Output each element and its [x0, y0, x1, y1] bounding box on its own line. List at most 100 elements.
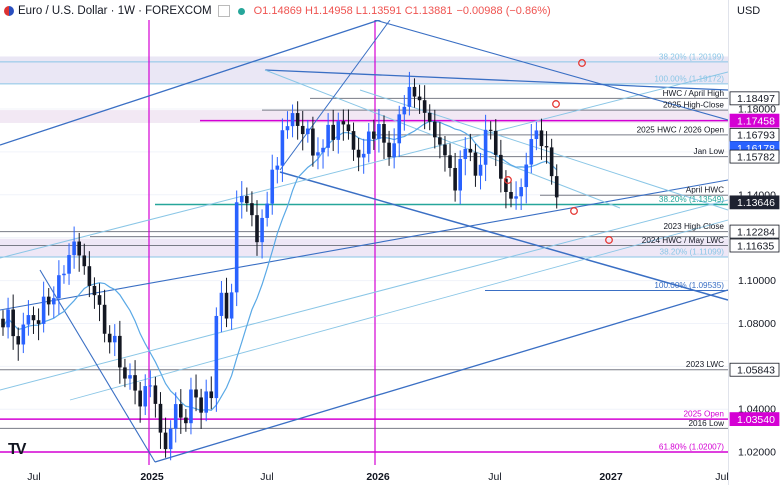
candle-body: [534, 130, 539, 140]
candle-body: [473, 152, 478, 176]
change-value: −0.00988 (−0.86%): [456, 5, 551, 17]
candle-body: [316, 152, 320, 156]
candle-body: [239, 196, 244, 203]
candle-body: [153, 385, 158, 404]
candle-body: [163, 432, 168, 450]
level-label: 2025 High-Close: [663, 101, 724, 110]
candle-body: [290, 113, 295, 127]
level-label: 2023 LWC: [686, 360, 724, 369]
candle-body: [72, 241, 76, 256]
level-label: 2016 Low: [688, 419, 724, 428]
candle-body: [21, 324, 26, 345]
candle-body: [438, 137, 442, 145]
candle-body: [524, 164, 529, 188]
candle-body: [387, 142, 391, 158]
support-zone-band: [0, 238, 728, 258]
price-badge-label: 1.18497: [737, 93, 775, 105]
candle-body: [341, 121, 346, 125]
high-value: H1.14958: [305, 5, 353, 17]
candle-body: [138, 390, 142, 407]
y-tick-label: 1.18000: [738, 104, 776, 116]
candle-body: [417, 96, 422, 101]
candle-body: [46, 296, 51, 305]
chart-header: Euro / U.S. Dollar · 1W · FOREXCOM O1.14…: [4, 2, 551, 20]
candle-body: [219, 292, 224, 316]
candle-body: [118, 335, 122, 368]
x-tick-label: 2025: [140, 471, 164, 483]
level-label: April HWC: [686, 186, 724, 195]
candle-body: [158, 403, 163, 433]
candle-body: [382, 124, 386, 143]
candle-body: [57, 275, 61, 299]
candle-body: [92, 285, 97, 296]
candle-body: [36, 320, 41, 324]
candle-body: [52, 298, 56, 305]
level-label: 2024 HWC / May LWC: [642, 236, 724, 245]
level-label: 38.20% (1.20199): [659, 52, 724, 61]
candle-body: [148, 385, 153, 387]
candle-body: [549, 147, 554, 177]
price-badge: [729, 195, 780, 210]
candle-body: [366, 131, 371, 154]
candle-body: [412, 86, 417, 97]
candle-body: [107, 333, 112, 343]
tradingview-logo-icon: TV: [8, 441, 27, 458]
candle-body: [77, 241, 81, 256]
candle-body: [173, 404, 178, 429]
eur-usd-flag-icon: [4, 6, 14, 16]
candle-body: [433, 121, 437, 138]
candle-body: [1, 318, 5, 328]
level-label: 38.20% (1.13549): [659, 195, 724, 204]
candle-body: [6, 309, 10, 328]
pivot-marker: [552, 100, 560, 108]
price-badge-label: 1.03540: [737, 414, 775, 426]
currency-label[interactable]: USD: [737, 5, 761, 17]
level-label: 2025 HWC / 2026 Open: [637, 125, 725, 134]
candle-body: [321, 147, 325, 153]
candle-body: [463, 148, 468, 159]
y-tick-label: 1.10000: [738, 275, 776, 287]
trendline: [264, 69, 728, 91]
candle-body: [11, 309, 15, 337]
trendline: [0, 199, 728, 391]
candle-body: [168, 428, 173, 450]
candle-body: [184, 417, 188, 424]
level-label: 100.00% (1.19172): [654, 74, 724, 83]
price-badge: [729, 91, 780, 106]
candle-body: [392, 143, 396, 158]
candle-body: [189, 389, 193, 424]
candle-body: [128, 375, 132, 379]
candle-body: [67, 255, 71, 274]
resistance-zone-band: [0, 110, 728, 123]
candle-body: [448, 155, 452, 168]
open-value: O1.14869: [253, 5, 302, 17]
price-badge-label: 1.13646: [737, 197, 775, 209]
candle-body: [356, 149, 361, 158]
candle-body: [397, 114, 402, 144]
symbol-title[interactable]: Euro / U.S. Dollar · 1W · FOREXCOM: [18, 5, 212, 17]
candle-body: [255, 215, 259, 243]
price-badge: [729, 149, 780, 164]
trendline: [279, 20, 391, 171]
candle-body: [265, 203, 269, 218]
trendline: [154, 289, 728, 463]
external-link-icon[interactable]: [217, 5, 230, 17]
candle-body: [62, 273, 66, 276]
price-badge-label: 1.11635: [737, 240, 774, 252]
x-tick-label: Jul: [27, 471, 40, 483]
trendline: [359, 89, 728, 211]
candle-body: [331, 124, 335, 140]
candle-body: [300, 125, 305, 135]
candle-body: [214, 315, 219, 399]
trendline: [69, 219, 728, 401]
moving-average-line: [2, 120, 558, 412]
candle-body: [478, 164, 483, 176]
trendline: [0, 179, 728, 311]
price-badge-label: 1.17458: [737, 115, 775, 127]
candle-body: [41, 296, 46, 324]
candle-body: [539, 130, 544, 147]
trendline: [374, 20, 728, 121]
price-badge-label: 1.12284: [737, 226, 775, 238]
candle-body: [514, 196, 518, 199]
